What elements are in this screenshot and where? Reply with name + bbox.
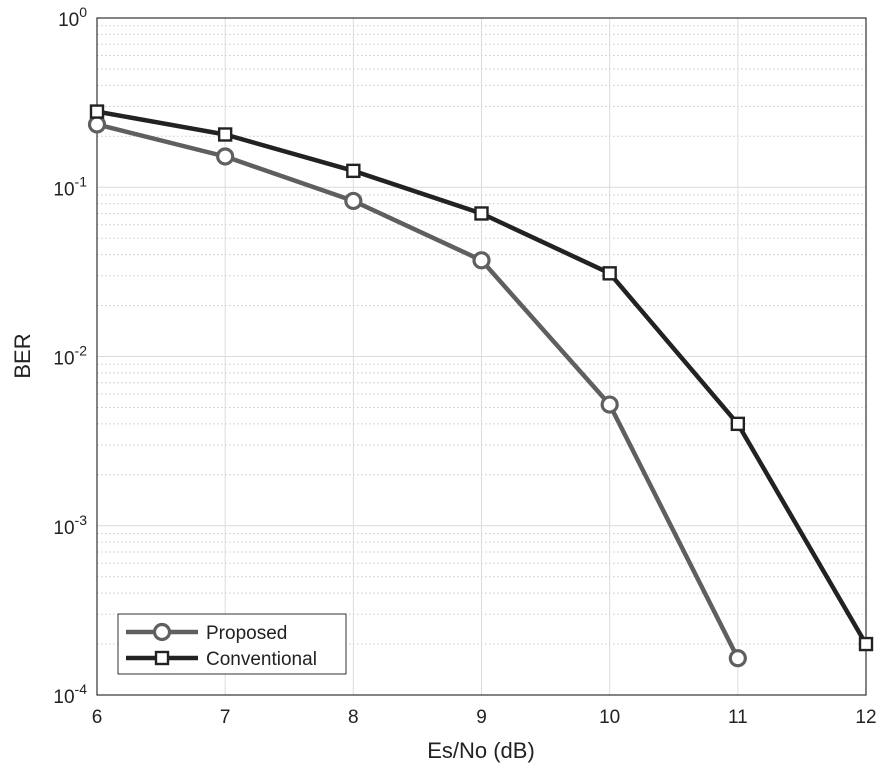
circle-marker [216,147,235,166]
x-tick-label: 7 [220,707,231,728]
circle-marker [87,115,107,134]
x-tick-label: 6 [92,707,103,728]
x-tick-label: 9 [476,707,487,728]
circle-marker [152,622,172,642]
square-marker [858,636,874,652]
legend-label: Proposed [206,623,287,644]
square-marker [89,104,105,119]
square-marker [730,416,746,432]
x-tick-label: 8 [348,707,359,728]
circle-marker [344,191,363,211]
x-tick-labels: 6 7 8 9 10 11 12 [92,707,877,728]
circle-marker [600,395,619,414]
series-proposed [87,115,747,668]
y-axis-label: BER [10,333,35,378]
x-axis-label: Es/No (dB) [427,738,535,763]
y-tick-label: 10-4 [53,681,87,708]
circle-marker [728,649,747,668]
x-tick-label: 11 [728,707,748,728]
square-marker [346,163,361,179]
series-layer [87,104,874,668]
y-tick-labels: 100 10-1 10-2 10-3 10-4 [53,4,87,708]
y-tick-label: 10-2 [53,343,87,370]
x-tick-label: 12 [855,707,876,728]
square-marker [217,127,233,142]
y-tick-label: 100 [58,4,87,31]
square-marker [154,650,170,666]
series-conventional [89,104,874,652]
circle-marker [472,251,491,270]
legend-label: Conventional [206,649,317,670]
y-tick-label: 10-3 [53,512,87,539]
series-line [96,122,740,660]
legend: Proposed Conventional [117,613,347,675]
square-marker [474,206,489,221]
x-tick-label: 10 [599,707,620,728]
y-tick-label: 10-1 [53,173,87,200]
plot-frame [96,17,867,696]
square-marker [602,266,617,281]
